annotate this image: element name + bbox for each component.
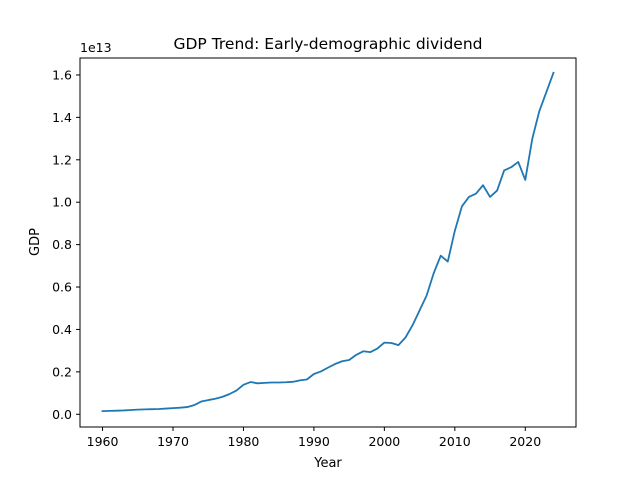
y-tick-label: 1.4 [52,110,72,125]
y-tick-label: 0.8 [52,237,72,252]
plot-frame [79,57,577,428]
x-tick-label: 2020 [509,434,541,449]
gdp-series-line [101,71,555,413]
x-tick-label: 1980 [228,434,260,449]
y-tick-label: 0.6 [52,280,72,295]
y-tick-label: 1.6 [52,67,72,82]
x-axis-label: Year [313,456,342,471]
x-tick-label: 2000 [368,434,400,449]
x-tick-label: 2010 [439,434,471,449]
chart-title: GDP Trend: Early-demographic dividend [173,35,482,53]
y-tick-label: 0.0 [52,407,72,422]
y-axis-ticks: 0.0 0.2 0.4 0.6 0.8 1.0 1.2 1.4 1.6 [52,67,80,422]
x-tick-label: 1960 [87,434,119,449]
y-tick-label: 0.4 [52,322,72,337]
y-axis-label: GDP [28,228,43,256]
series-layer [101,71,555,413]
y-tick-label: 1.2 [52,152,72,167]
x-tick-label: 1970 [157,434,189,449]
y-tick-label: 1.0 [52,195,72,210]
y-tick-label: 0.2 [52,364,72,379]
x-tick-label: 1990 [298,434,330,449]
x-axis-ticks: 1960 1970 1980 1990 2000 2010 2020 [87,427,541,449]
y-offset-label: 1e13 [80,40,112,55]
